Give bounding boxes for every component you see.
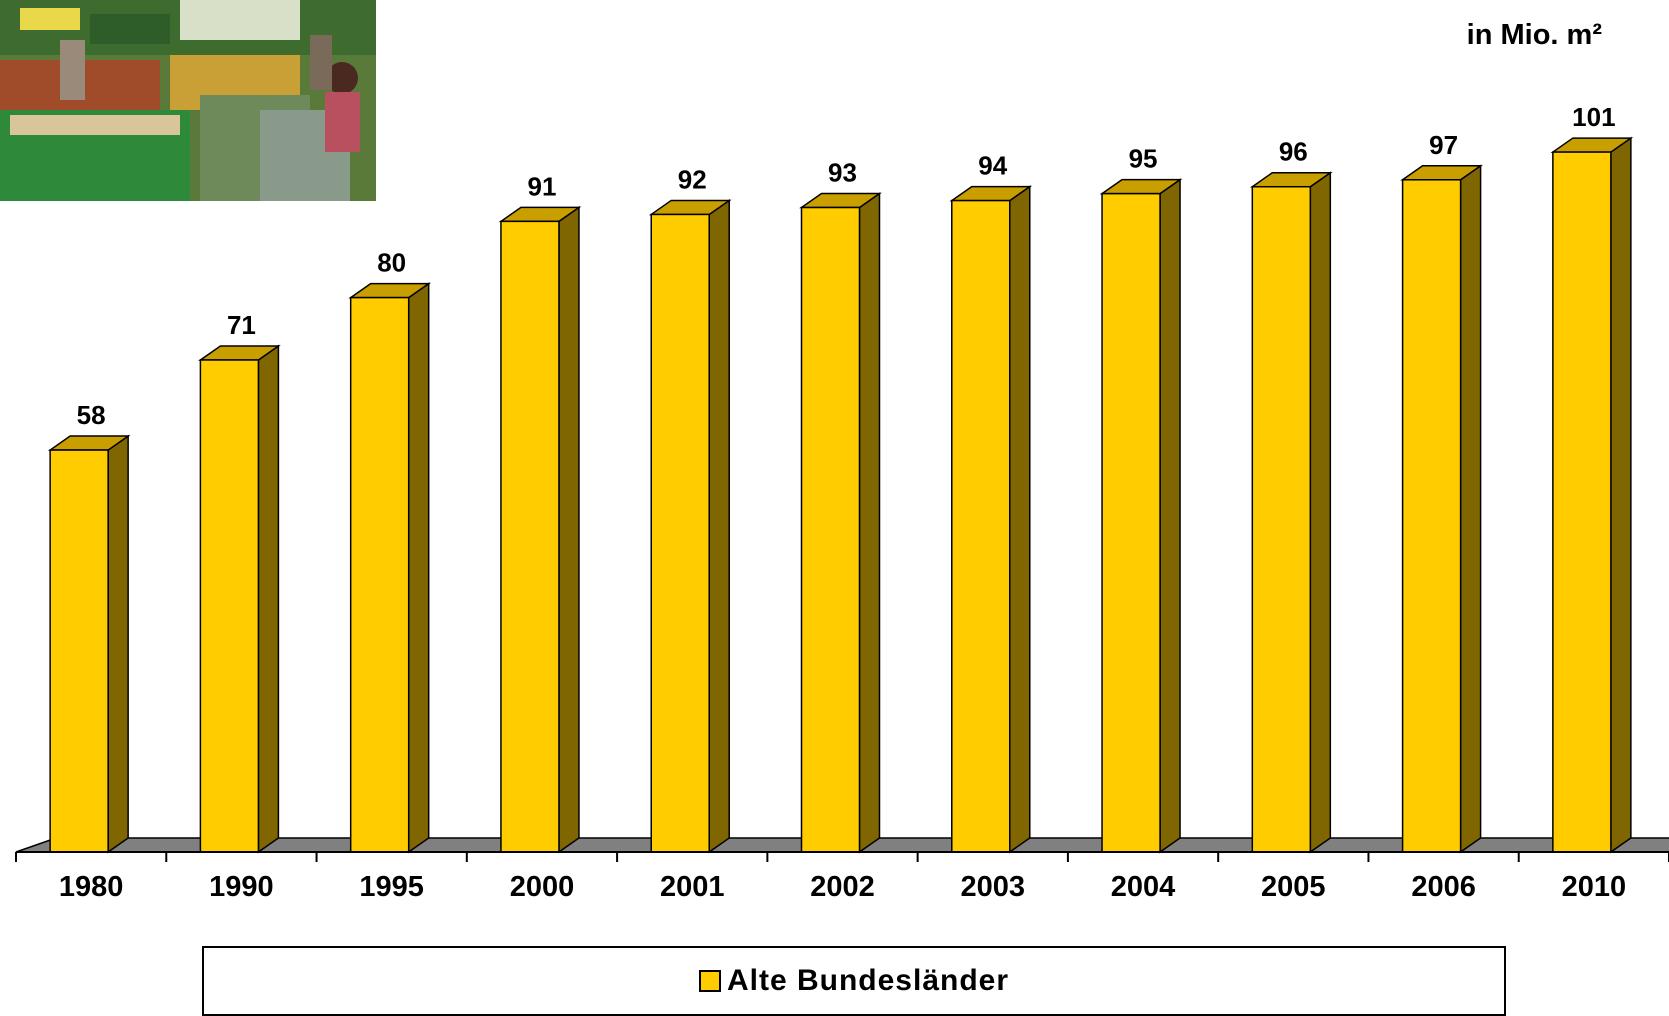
x-axis: 1980 1990 1995 2000 2001 2002 2003 2004 2005 2006… (15, 851, 1669, 903)
legend: Alte Bundesländer (202, 946, 1506, 1016)
bar-front (800, 206, 861, 853)
data-labels-group: 58 71 80 91 92 93 94 95 96 97 101 (77, 102, 1616, 430)
supermarket-photo (0, 0, 376, 201)
bar-front (1251, 185, 1312, 853)
bar-1980 (47, 434, 131, 854)
bar-front (650, 213, 710, 853)
x-tick-label: 2001 (660, 871, 725, 903)
bar-side (1009, 185, 1031, 854)
bar-2000 (498, 205, 582, 854)
bar-front (199, 359, 260, 853)
supermarket-photo-image (0, 0, 376, 201)
bar-2002 (799, 192, 882, 854)
data-label: 95 (1129, 144, 1158, 174)
bar-2001 (648, 198, 732, 854)
bar-front (49, 449, 109, 853)
bar-1995 (348, 282, 432, 854)
x-tick-label: 2005 (1261, 871, 1326, 903)
bar-side (708, 198, 730, 854)
bar-2006 (1400, 164, 1483, 854)
data-label: 94 (978, 151, 1007, 181)
bar-side (858, 192, 881, 854)
bar-side (1459, 164, 1482, 854)
bar-side (257, 344, 280, 854)
bar-front (1101, 192, 1161, 853)
x-tick-label: 1995 (359, 871, 424, 903)
bar-side (407, 282, 430, 854)
bar-2005 (1249, 171, 1333, 854)
bar-1990 (198, 344, 281, 854)
data-label: 71 (227, 310, 256, 340)
x-tick-label: 2003 (961, 871, 1026, 903)
bar-side (558, 205, 580, 854)
bar-2010 (1550, 136, 1634, 854)
bar-2004 (1099, 178, 1183, 854)
data-label: 96 (1279, 137, 1308, 167)
data-label: 58 (77, 400, 106, 430)
x-tick-label: 2010 (1562, 871, 1627, 903)
x-tick-label: 2000 (510, 871, 575, 903)
bar-side (1309, 171, 1332, 854)
data-label: 91 (527, 171, 556, 201)
bars-group (47, 136, 1634, 854)
data-label: 80 (377, 248, 406, 278)
bar-side (1610, 136, 1632, 854)
x-tick-label: 2002 (810, 871, 875, 903)
unit-label: in Mio. m² (1467, 19, 1603, 51)
bar-front (349, 296, 410, 853)
bar-front (1552, 151, 1612, 853)
bar-front (951, 199, 1011, 853)
bar-side (1159, 178, 1181, 854)
bar-side (107, 434, 129, 854)
x-tick-label: 2006 (1411, 871, 1476, 903)
data-label: 93 (828, 158, 857, 188)
legend-swatch-icon (698, 970, 721, 992)
legend-entry: Alte Bundesländer (204, 964, 1504, 998)
x-tick-label: 2004 (1111, 871, 1176, 903)
bar-front (1401, 179, 1462, 853)
x-tick-label: 1980 (59, 871, 124, 903)
bar-2003 (949, 185, 1033, 854)
data-label: 92 (678, 164, 707, 194)
x-tick-label: 1990 (209, 871, 274, 903)
data-label: 97 (1429, 130, 1458, 160)
bar-front (500, 220, 560, 853)
legend-label: Alte Bundesländer (726, 964, 1010, 997)
data-label: 101 (1572, 102, 1615, 132)
